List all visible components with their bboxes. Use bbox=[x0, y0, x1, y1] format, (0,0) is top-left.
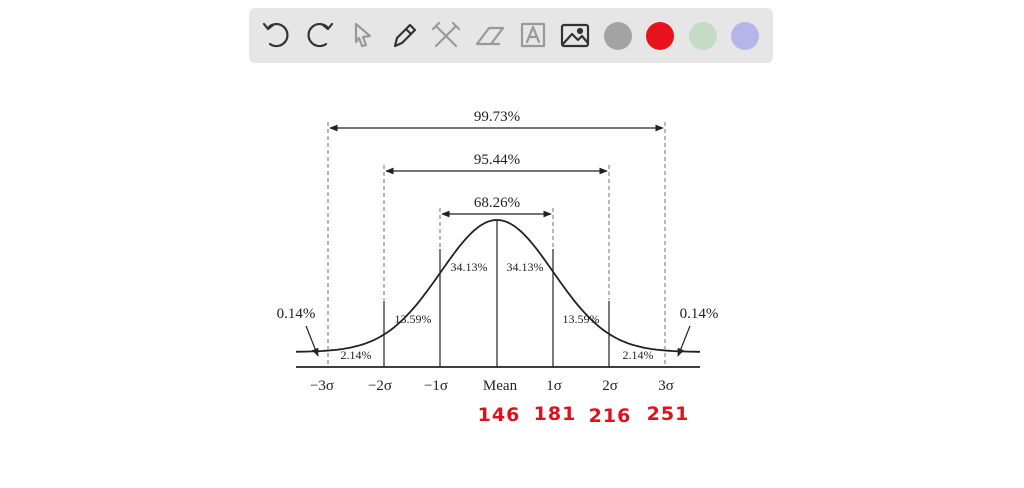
bell-curve bbox=[295, 219, 700, 353]
image-tool[interactable] bbox=[560, 23, 590, 48]
handwritten-value: 146 bbox=[478, 404, 521, 426]
region-label: 34.13% bbox=[507, 260, 544, 274]
undo-button[interactable] bbox=[262, 22, 289, 48]
toolbar bbox=[249, 8, 773, 63]
axis-label: 1σ bbox=[546, 378, 562, 394]
toolbar-bg bbox=[249, 8, 773, 63]
handwritten-value: 181 bbox=[534, 403, 577, 425]
region-label: 34.13% bbox=[451, 260, 488, 274]
span-label: 95.44% bbox=[474, 152, 520, 168]
axis-label: 2σ bbox=[602, 378, 618, 394]
span-label: 68.26% bbox=[474, 195, 520, 211]
shapes-tool[interactable] bbox=[431, 21, 461, 48]
handwritten-value: 251 bbox=[647, 403, 690, 425]
eraser-tool[interactable] bbox=[475, 26, 505, 46]
redo-button[interactable] bbox=[307, 22, 334, 48]
color-green[interactable] bbox=[689, 22, 717, 50]
text-tool[interactable] bbox=[520, 22, 546, 48]
span-label: 99.73% bbox=[474, 109, 520, 125]
select-tool[interactable] bbox=[354, 22, 372, 48]
axis-label: −3σ bbox=[310, 378, 334, 394]
axis-label: −1σ bbox=[424, 378, 448, 394]
axis-label: −2σ bbox=[368, 378, 392, 394]
color-red[interactable] bbox=[646, 22, 674, 50]
region-label: 2.14% bbox=[623, 348, 654, 362]
pencil-tool[interactable] bbox=[393, 23, 417, 48]
tail-arrow bbox=[305, 325, 319, 357]
tail-arrow bbox=[677, 325, 691, 357]
region-label: 2.14% bbox=[341, 348, 372, 362]
tail-label: 0.14% bbox=[277, 306, 316, 322]
axis-label: Mean bbox=[483, 378, 518, 394]
region-label: 13.59% bbox=[563, 312, 600, 326]
color-purple[interactable] bbox=[731, 22, 759, 50]
axis-label: 3σ bbox=[658, 378, 674, 394]
region-label: 13.59% bbox=[395, 312, 432, 326]
sigma-lines bbox=[383, 220, 610, 367]
color-gray[interactable] bbox=[604, 22, 632, 50]
normal-diagram bbox=[295, 122, 700, 368]
handwritten-value: 216 bbox=[589, 405, 632, 427]
dashed-guides bbox=[327, 122, 666, 367]
tail-label: 0.14% bbox=[680, 306, 719, 322]
